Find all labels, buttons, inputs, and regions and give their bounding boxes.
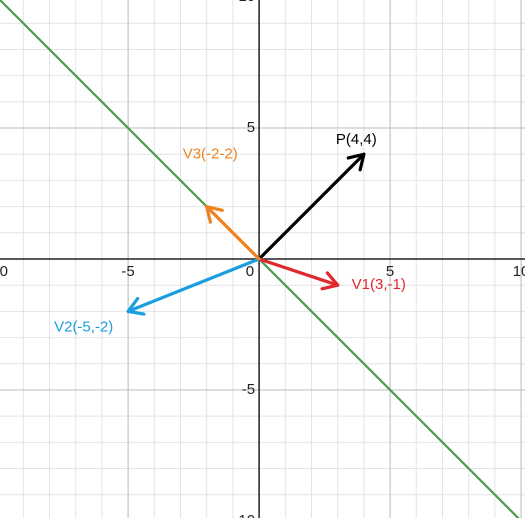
vector-label: V1(3,-1): [352, 276, 406, 293]
x-tick-label: 5: [386, 263, 394, 280]
vector: [205, 205, 261, 261]
arrowhead: [126, 296, 146, 316]
vector: [257, 257, 340, 287]
arrowhead: [346, 152, 366, 172]
arrowhead: [320, 271, 340, 291]
vector: [126, 257, 261, 313]
y-tick-label: -5: [242, 381, 255, 398]
vector: [257, 152, 366, 261]
vector-label: V3(-2-2): [183, 146, 238, 163]
vector-label: V2(-5,-2): [54, 318, 113, 335]
vector-label: P(4,4): [336, 131, 377, 148]
y-tick-label: 10: [238, 0, 255, 5]
x-tick-label: 0: [246, 263, 254, 280]
y-tick-label: -10: [233, 512, 255, 518]
y-tick-label: 5: [247, 119, 255, 136]
x-tick-label: -5: [121, 263, 134, 280]
x-tick-label: 10: [513, 263, 525, 280]
arrowhead: [205, 205, 224, 224]
x-tick-label: -10: [0, 263, 8, 280]
